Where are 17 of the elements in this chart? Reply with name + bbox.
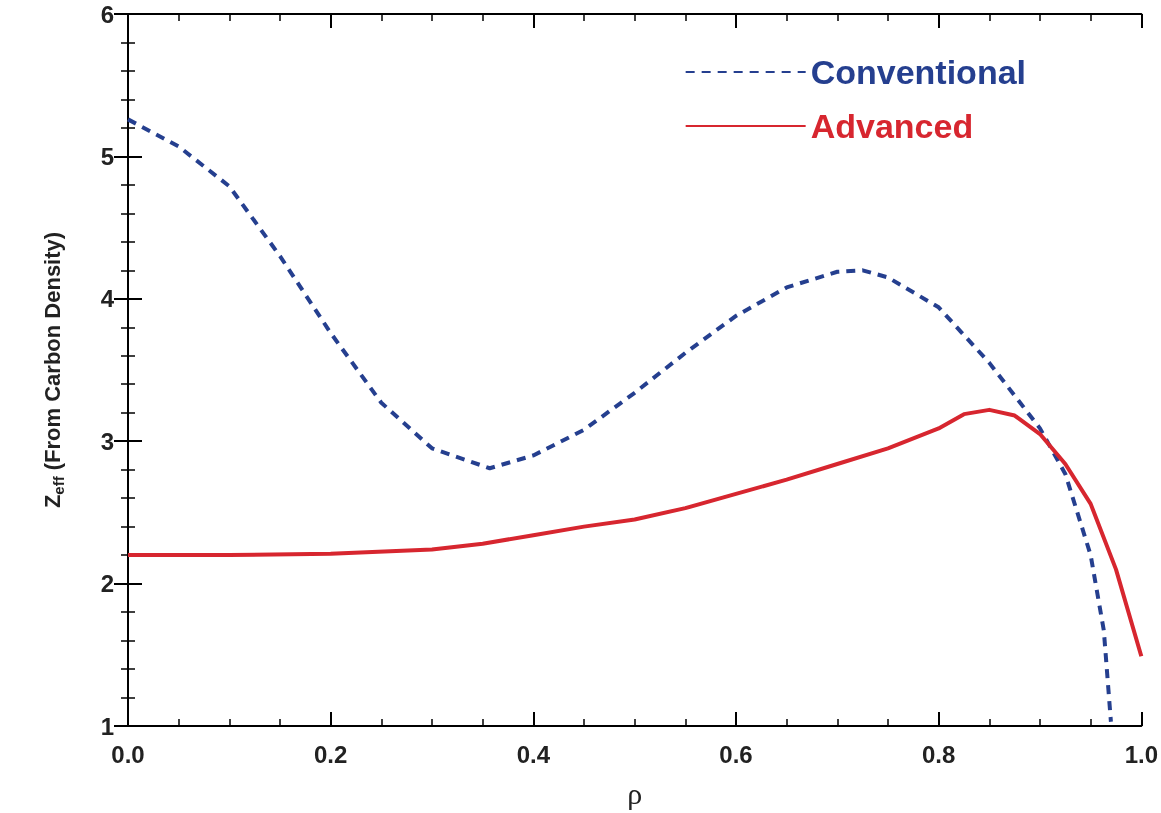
line-series	[126, 407, 1144, 659]
x-tick-label: 1.0	[1124, 740, 1159, 768]
y-tick-label: 3	[100, 427, 114, 455]
y-tick-label: 1	[100, 712, 114, 740]
legend-label: Conventional	[810, 53, 1026, 91]
y-tick-label: 6	[100, 0, 114, 28]
x-tick-label: 0.4	[516, 740, 551, 768]
x-tick-label: 0.8	[921, 740, 956, 768]
y-tick-label: 5	[100, 142, 114, 170]
x-tick-label: 0.6	[719, 740, 753, 768]
x-axis-title: ρ	[627, 776, 643, 810]
x-tick-label: 0.2	[313, 740, 348, 768]
x-tick-label: 0.0	[111, 740, 145, 768]
y-tick-label: 2	[100, 570, 114, 598]
y-axis-title: Zeff (From Carbon Density)	[40, 231, 67, 509]
y-tick-label: 4	[100, 285, 115, 313]
legend-label: Advanced	[810, 107, 974, 145]
